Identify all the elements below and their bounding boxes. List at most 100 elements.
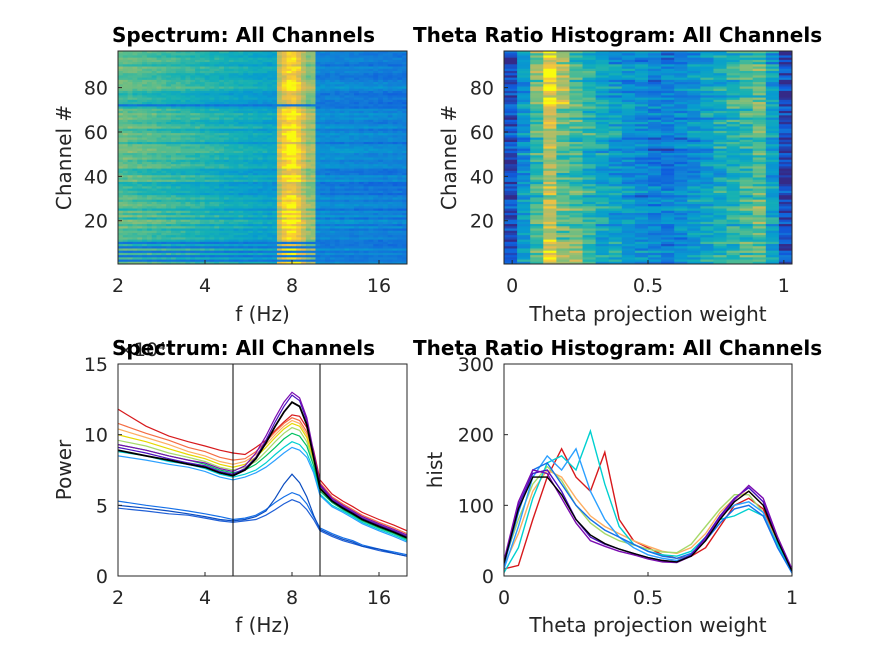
spectrum-heatmap-cell <box>142 135 148 138</box>
spectrum-heatmap-cell <box>127 166 133 169</box>
spectrum-heatmap-cell <box>378 51 384 54</box>
spectrum-heatmap-cell <box>214 106 220 110</box>
spectrum-heatmap-cell <box>310 97 316 101</box>
spectrum-heatmap-cell <box>151 128 157 132</box>
spectrum-heatmap-cell <box>363 77 369 81</box>
spectrum-heatmap-cell <box>219 64 225 67</box>
spectrum-heatmap-cell <box>228 97 234 101</box>
spectrum-heatmap-cell <box>146 64 153 67</box>
spectrum-heatmap-cell <box>378 219 384 223</box>
spectrum-heatmap-cell <box>185 57 191 61</box>
spectrum-heatmap-cell <box>354 175 360 178</box>
spectrum-heatmap-cell <box>118 204 124 207</box>
spectrum-heatmap-cell <box>392 110 398 114</box>
spectrum-heatmap-cell <box>185 95 191 98</box>
spectrum-heatmap-cell <box>373 128 379 132</box>
spectrum-heatmap-cell <box>223 150 230 154</box>
spectrum-heatmap-cell <box>339 86 345 90</box>
spectrum-heatmap-cell <box>137 88 143 92</box>
spectrum-heatmap-cell <box>122 190 129 194</box>
spectrum-heatmap-cell <box>214 135 220 138</box>
spectrum-heatmap-cell <box>334 126 340 130</box>
spectrum-heatmap-cell <box>286 146 292 150</box>
spectrum-heatmap-cell <box>252 77 259 81</box>
spectrum-heatmap-cell <box>127 124 133 127</box>
spectrum-heatmap-cell <box>118 184 124 187</box>
spectrum-heatmap-cell <box>339 55 345 59</box>
spectrum-heatmap-cell <box>233 197 239 201</box>
spectrum-heatmap-cell <box>185 157 191 161</box>
spectrum-heatmap-cell <box>228 104 234 107</box>
spectrum-heatmap-cell <box>339 195 345 198</box>
spectrum-heatmap-cell <box>354 102 360 105</box>
spectrum-heatmap-cell <box>175 201 182 205</box>
spectrum-heatmap-cell <box>233 82 239 85</box>
spectrum-heatmap-cell <box>252 161 259 165</box>
spectrum-heatmap-cell <box>305 146 312 150</box>
spectrum-heatmap-cell <box>185 90 191 94</box>
spectrum-heatmap-cell <box>397 228 403 232</box>
spectrum-heatmap-cell <box>286 99 292 103</box>
spectrum-heatmap-cell <box>243 164 249 167</box>
spectrum-heatmap-cell <box>291 130 297 134</box>
spectrum-heatmap-cell <box>118 164 124 167</box>
spectrum-heatmap-cell <box>161 150 167 154</box>
spectrum-heatmap-cell <box>146 68 153 72</box>
spectrum-heatmap-cell <box>363 164 369 167</box>
spectrum-heatmap-cell <box>286 206 292 209</box>
spectrum-heatmap-cell <box>387 161 393 165</box>
spectrum-heatmap-cell <box>339 210 345 214</box>
spectrum-heatmap-cell <box>329 122 336 125</box>
spectrum-heatmap-cell <box>344 117 350 121</box>
spectrum-heatmap-cell <box>199 93 206 96</box>
spectrum-heatmap-cell <box>286 62 292 65</box>
spectrum-heatmap-cell <box>363 93 369 96</box>
spectrum-heatmap-cell <box>190 148 196 152</box>
spectrum-heatmap-cell <box>166 201 172 205</box>
spectrum-heatmap-cell <box>397 82 403 85</box>
spectrum-heatmap-cell <box>161 166 167 169</box>
spectrum-heatmap-cell <box>358 108 365 112</box>
spectrum-heatmap-cell <box>267 79 273 83</box>
spectrum-heatmap-cell <box>243 115 249 118</box>
spectrum-heatmap-cell <box>363 102 369 105</box>
spectrum-heatmap-cell <box>325 141 331 145</box>
spectrum-heatmap-cell <box>180 164 186 167</box>
spectrum-heatmap-cell <box>132 159 138 163</box>
spectrum-heatmap-cell <box>301 159 307 163</box>
spectrum-heatmap-cell <box>223 130 230 134</box>
spectrum-heatmap-cell <box>378 122 384 125</box>
spectrum-heatmap-cell <box>358 206 365 209</box>
spectrum-heatmap-cell <box>363 108 369 112</box>
spectrum-heatmap-cell <box>219 133 225 136</box>
spectrum-heatmap-cell <box>315 210 321 214</box>
spectrum-heatmap-cell <box>310 90 316 94</box>
spectrum-heatmap-cell <box>214 79 220 83</box>
spectrum-heatmap-cell <box>132 126 138 130</box>
spectrum-heatmap-cell <box>248 232 254 236</box>
spectrum-heatmap-cell <box>344 188 350 192</box>
spectrum-heatmap-cell <box>238 106 244 110</box>
spectrum-heatmap-cell <box>373 170 379 174</box>
spectrum-heatmap-cell <box>180 188 186 192</box>
spectrum-heatmap-cell <box>272 59 278 63</box>
spectrum-heatmap-cell <box>238 181 244 185</box>
spectrum-heatmap-cell <box>363 221 369 225</box>
spectrum-heatmap-cell <box>402 124 408 127</box>
spectrum-heatmap-cell <box>301 210 307 214</box>
spectrum-heatmap-cell <box>334 139 340 143</box>
spectrum-heatmap-cell <box>339 128 345 132</box>
spectrum-heatmap-cell <box>382 137 389 141</box>
spectrum-heatmap-cell <box>329 232 336 236</box>
spectrum-heatmap-cell <box>358 184 365 187</box>
spectrum-heatmap-cell <box>209 193 215 196</box>
spectrum-heatmap-cell <box>199 153 206 156</box>
spectrum-heatmap-cell <box>267 135 273 138</box>
spectrum-heatmap-cell <box>214 168 220 172</box>
spectrum-heatmap-cell <box>146 115 153 118</box>
spectrum-heatmap-cell <box>358 164 365 167</box>
spectrum-heatmap-cell <box>315 51 321 54</box>
spectrum-heatmap-cell <box>195 181 201 185</box>
spectrum-heatmap-cell <box>137 197 143 201</box>
